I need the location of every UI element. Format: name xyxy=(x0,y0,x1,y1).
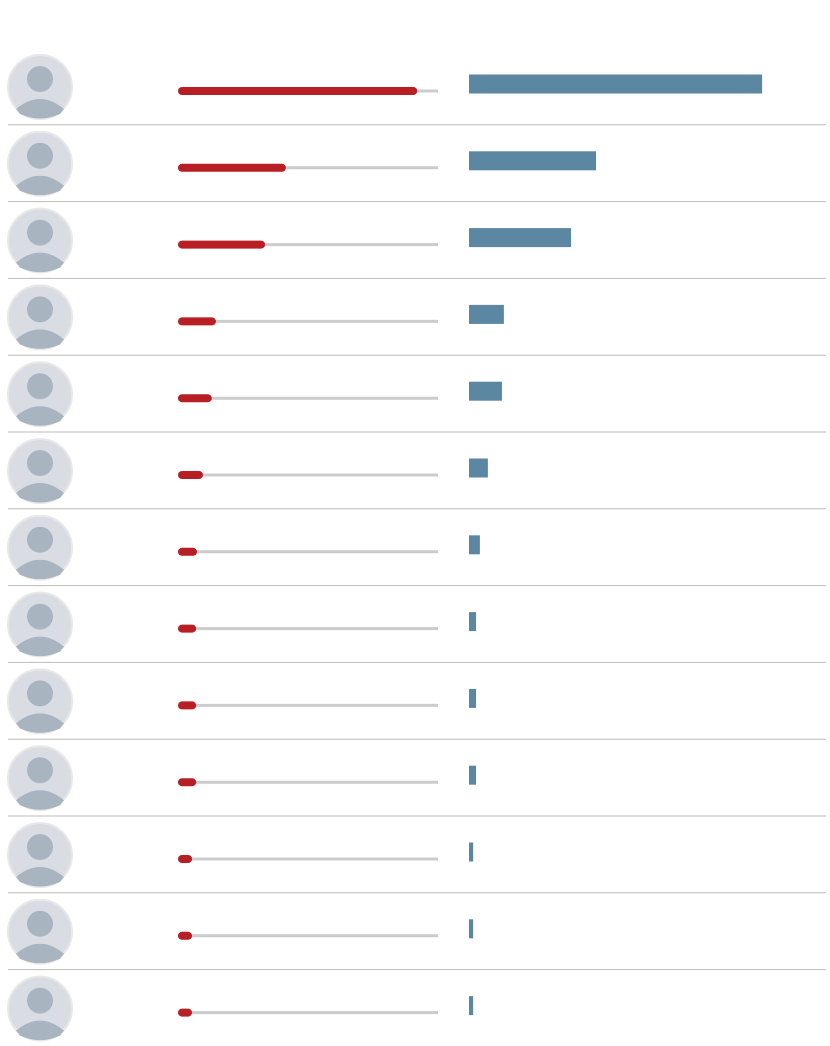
avatar-head xyxy=(27,66,53,92)
avatar-head xyxy=(27,680,53,707)
bar xyxy=(469,535,480,555)
avatar-body xyxy=(16,790,64,810)
avatar xyxy=(7,361,73,428)
avatar xyxy=(7,514,73,581)
avatar-head xyxy=(27,987,53,1014)
avatar xyxy=(7,975,73,1042)
bar xyxy=(178,240,266,249)
avatar-head xyxy=(27,373,53,400)
bar xyxy=(178,1008,193,1017)
bar xyxy=(178,701,197,710)
avatar-body xyxy=(16,559,64,580)
bar xyxy=(469,458,488,478)
bar xyxy=(178,931,193,940)
bar xyxy=(469,151,597,171)
avatar xyxy=(7,54,73,120)
avatar-body xyxy=(16,252,64,273)
bar xyxy=(178,855,193,863)
bar xyxy=(469,919,474,939)
avatar-head xyxy=(27,603,53,630)
bar xyxy=(469,304,504,324)
bar xyxy=(178,87,418,95)
bar xyxy=(178,547,197,556)
bar xyxy=(178,471,203,479)
bar xyxy=(469,381,502,401)
avatar-body xyxy=(16,636,64,657)
bar xyxy=(178,317,216,326)
avatar-body xyxy=(16,329,64,349)
avatar-body xyxy=(16,99,64,119)
bar xyxy=(469,996,474,1016)
avatar-head xyxy=(27,450,53,476)
bar xyxy=(178,778,197,787)
bar xyxy=(178,624,197,633)
avatar-body xyxy=(16,1020,64,1041)
bar xyxy=(178,394,212,403)
avatar xyxy=(7,591,73,658)
avatar-head xyxy=(27,526,53,553)
avatar-body xyxy=(16,406,64,426)
avatar-body xyxy=(16,713,64,733)
avatar-head xyxy=(27,757,53,784)
bar xyxy=(469,612,477,632)
avatar-body xyxy=(16,483,64,503)
avatar-body xyxy=(16,175,64,196)
avatar xyxy=(7,898,73,965)
avatar-body xyxy=(16,943,64,964)
bar xyxy=(469,765,477,785)
avatar xyxy=(7,668,73,735)
avatar xyxy=(7,438,73,504)
bar xyxy=(469,688,477,708)
avatar-head xyxy=(27,910,53,937)
bar xyxy=(178,163,286,172)
avatar xyxy=(7,207,73,274)
avatar-head xyxy=(27,219,53,246)
avatar-head xyxy=(27,142,53,169)
avatar xyxy=(7,745,73,812)
avatar xyxy=(7,130,73,197)
avatar-body xyxy=(16,867,64,887)
bar xyxy=(469,228,572,248)
avatar-head xyxy=(27,834,53,860)
bar xyxy=(469,842,474,862)
bar xyxy=(469,74,763,94)
avatar xyxy=(7,822,73,888)
avatar-head xyxy=(27,296,53,323)
avatar xyxy=(7,284,73,351)
